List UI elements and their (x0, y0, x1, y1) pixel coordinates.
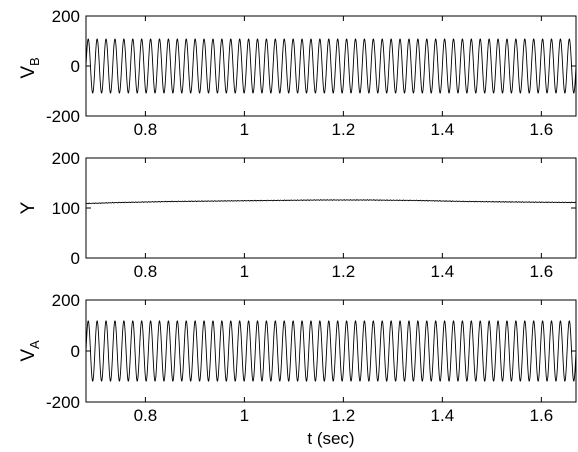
panel-va-ytick-label: 200 (52, 291, 80, 310)
x-axis-label: t (sec) (307, 429, 354, 448)
panel-vb-ylabel: VB (18, 57, 42, 78)
panel-y-ytick-label: 100 (52, 199, 80, 218)
panel-va-yticks: -200 0 200 (46, 291, 576, 412)
panel-y-xtick-label: 1.2 (332, 262, 356, 281)
panel-va-xticks: 0.8 1 1.2 1.4 1.6 (134, 300, 554, 425)
panel-vb-xtick-label: 1.4 (431, 120, 455, 139)
panel-vb-ytick-label: 200 (52, 7, 80, 26)
panel-vb-yticks: -200 0 200 (46, 7, 576, 126)
panel-y-frame (85, 157, 577, 259)
panel-va-ytick-label: 0 (71, 342, 80, 361)
panel-va-series (85, 320, 577, 382)
panel-va-xtick-label: 1.4 (431, 406, 455, 425)
panel-vb-xtick-label: 1 (240, 120, 249, 139)
panel-y-xticks: 0.8 1 1.2 1.4 1.6 (134, 158, 554, 281)
panel-y-xtick-label: 1 (240, 262, 249, 281)
panel-va-series-line (85, 320, 577, 382)
panel-vb-xtick-label: 1.6 (530, 120, 554, 139)
panel-y-series-line (85, 199, 577, 205)
panel-y-ytick-label: 0 (71, 249, 80, 268)
panel-y: Y 0.8 1 1.2 1.4 1.6 0 100 200 (18, 149, 577, 281)
panel-va-ylabel: VA (18, 340, 42, 362)
panel-vb-series-line (85, 38, 577, 94)
panel-vb: VB 0.8 1 1.2 1.4 1.6 -200 0 200 (18, 7, 577, 139)
panel-y-series (85, 199, 577, 205)
panel-vb-series (85, 38, 577, 94)
panel-va-xtick-label: 1.6 (530, 406, 554, 425)
panel-y-xtick-label: 1.4 (431, 262, 455, 281)
panel-vb-xtick-label: 1.2 (332, 120, 356, 139)
panel-va-ytick-label: -200 (46, 393, 80, 412)
panel-va-xtick-label: 0.8 (134, 406, 158, 425)
panel-vb-ytick-label: -200 (46, 107, 80, 126)
panel-vb-ytick-label: 0 (71, 57, 80, 76)
panel-y-xtick-label: 0.8 (134, 262, 158, 281)
panel-y-ytick-label: 200 (52, 149, 80, 168)
panel-va-xtick-label: 1.2 (332, 406, 356, 425)
panel-va-xtick-label: 1 (240, 406, 249, 425)
panel-y-ylabel: Y (18, 201, 39, 214)
panel-vb-xtick-label: 0.8 (134, 120, 158, 139)
panel-y-yticks: 0 100 200 (52, 149, 576, 268)
panel-y-xtick-label: 1.6 (530, 262, 554, 281)
panel-vb-xticks: 0.8 1 1.2 1.4 1.6 (134, 16, 554, 139)
panel-va: VA 0.8 1 1.2 1.4 1.6 -200 0 200 t (sec) (18, 291, 577, 448)
